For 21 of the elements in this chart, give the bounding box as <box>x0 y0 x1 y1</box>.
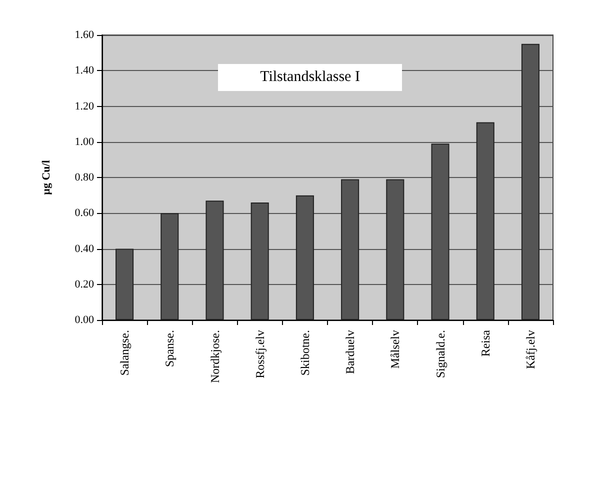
x-tick-label: Reisa <box>478 329 492 357</box>
y-tick-label: 0.20 <box>74 278 94 290</box>
y-tick-label: 0.40 <box>74 242 94 255</box>
x-tick-label: Barduelv <box>343 330 358 374</box>
x-tick-label: Målselv <box>388 330 402 369</box>
y-tick-label: 1.20 <box>74 100 94 112</box>
x-tick-label: Signald.e. <box>433 330 448 378</box>
x-tick-label: Kåfj.elv <box>523 330 538 369</box>
x-tick-label: Spanse. <box>162 330 177 367</box>
y-tick-label: 0.80 <box>74 172 94 184</box>
y-tick-label: 0.00 <box>74 314 94 326</box>
x-tick-label: Rossfj.elv <box>252 330 267 378</box>
x-tick-label: Salangse. <box>118 330 132 376</box>
y-tick-label: 1.60 <box>74 29 94 41</box>
y-tick-label: 1.00 <box>74 136 94 148</box>
title-box: Tilstandsklasse I <box>218 64 402 91</box>
y-tick-label: 1.40 <box>74 64 94 77</box>
y-tick-label: 0.60 <box>74 207 94 220</box>
x-tick-label: Skibotne. <box>298 330 312 376</box>
x-tick-label: Nordkjose. <box>208 330 222 383</box>
y-axis-title: µg Cu/l <box>40 160 52 195</box>
